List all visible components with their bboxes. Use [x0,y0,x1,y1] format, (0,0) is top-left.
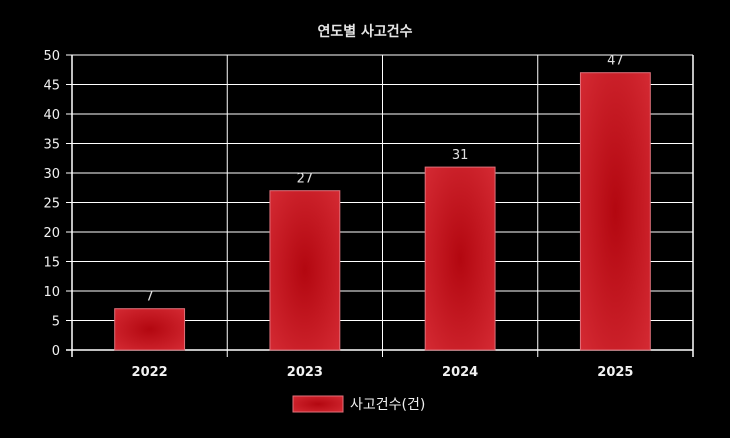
x-tick-label: 2022 [132,365,168,380]
y-tick-label: 25 [43,197,60,212]
y-axis-ticks: 0 5 10 15 20 25 30 35 40 45 50 [43,49,60,359]
legend[interactable]: 사고건수(건) [292,395,425,413]
grid [66,54,694,357]
bar[interactable] [114,308,186,351]
y-tick-label: 35 [43,138,60,153]
y-tick-label: 50 [43,49,60,64]
y-tick-label: 30 [43,167,60,182]
y-tick-label: 45 [43,79,60,94]
y-tick-label: 20 [43,226,60,241]
y-tick-label: 5 [52,315,60,330]
y-tick-label: 0 [52,344,60,359]
x-tick-label: 2023 [287,365,323,380]
bar[interactable] [579,72,651,351]
y-tick-label: 15 [43,256,60,271]
y-tick-label: 10 [43,285,60,300]
bar[interactable] [269,190,341,351]
legend-swatch [292,395,344,413]
data-label: 27 [297,172,314,187]
y-tick-label: 40 [43,108,60,123]
data-label: 31 [452,148,469,163]
x-tick-label: 2025 [597,365,633,380]
data-label: 47 [607,54,624,69]
legend-label: 사고건수(건) [350,397,425,413]
bar[interactable] [424,166,496,351]
x-axis-ticks: 2022 2023 2024 2025 [132,365,634,380]
chart-title: 연도별 사고건수 [317,23,412,40]
bars: 7 27 31 47 [114,54,651,351]
data-label: 7 [145,290,153,305]
x-tick-label: 2024 [442,365,478,380]
